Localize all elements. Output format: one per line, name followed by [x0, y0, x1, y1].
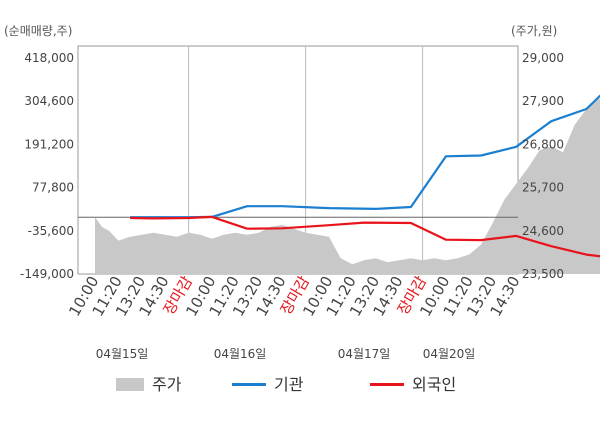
right-tick-label: 26,800 — [522, 137, 564, 151]
legend-label: 기관 — [274, 375, 304, 394]
legend-swatch — [232, 383, 266, 386]
left-tick-label: 304,600 — [24, 94, 74, 108]
legend-item: 외국인 — [370, 375, 456, 394]
date-label: 04월17일 — [338, 347, 391, 361]
left-tick-label: -149,000 — [20, 267, 74, 281]
date-label: 04월20일 — [423, 347, 476, 361]
date-label: 04월15일 — [96, 347, 149, 361]
right-tick-label: 24,600 — [522, 224, 564, 238]
right-tick-label: 29,000 — [522, 51, 564, 65]
date-label: 04월16일 — [214, 347, 267, 361]
foreigner-line — [130, 215, 600, 258]
right-tick-label: 23,500 — [522, 267, 564, 281]
left-tick-label: 191,200 — [24, 137, 74, 151]
left-tick-label: -35,600 — [28, 224, 74, 238]
legend-item: 주가 — [116, 375, 182, 394]
left-tick-label: 418,000 — [24, 51, 74, 65]
right-tick-label: 25,700 — [522, 181, 564, 195]
legend-label: 외국인 — [412, 375, 456, 394]
price-area — [95, 98, 600, 274]
right-tick-label: 27,900 — [522, 94, 564, 108]
left-tick-label: 77,800 — [32, 181, 74, 195]
right-axis-unit: (주가,원) — [511, 24, 557, 38]
legend-swatch — [116, 378, 144, 391]
left-axis-unit: (순매매량,주) — [4, 24, 72, 38]
legend-item: 기관 — [232, 375, 304, 394]
legend-label: 주가 — [152, 375, 182, 394]
legend-swatch — [370, 383, 404, 386]
